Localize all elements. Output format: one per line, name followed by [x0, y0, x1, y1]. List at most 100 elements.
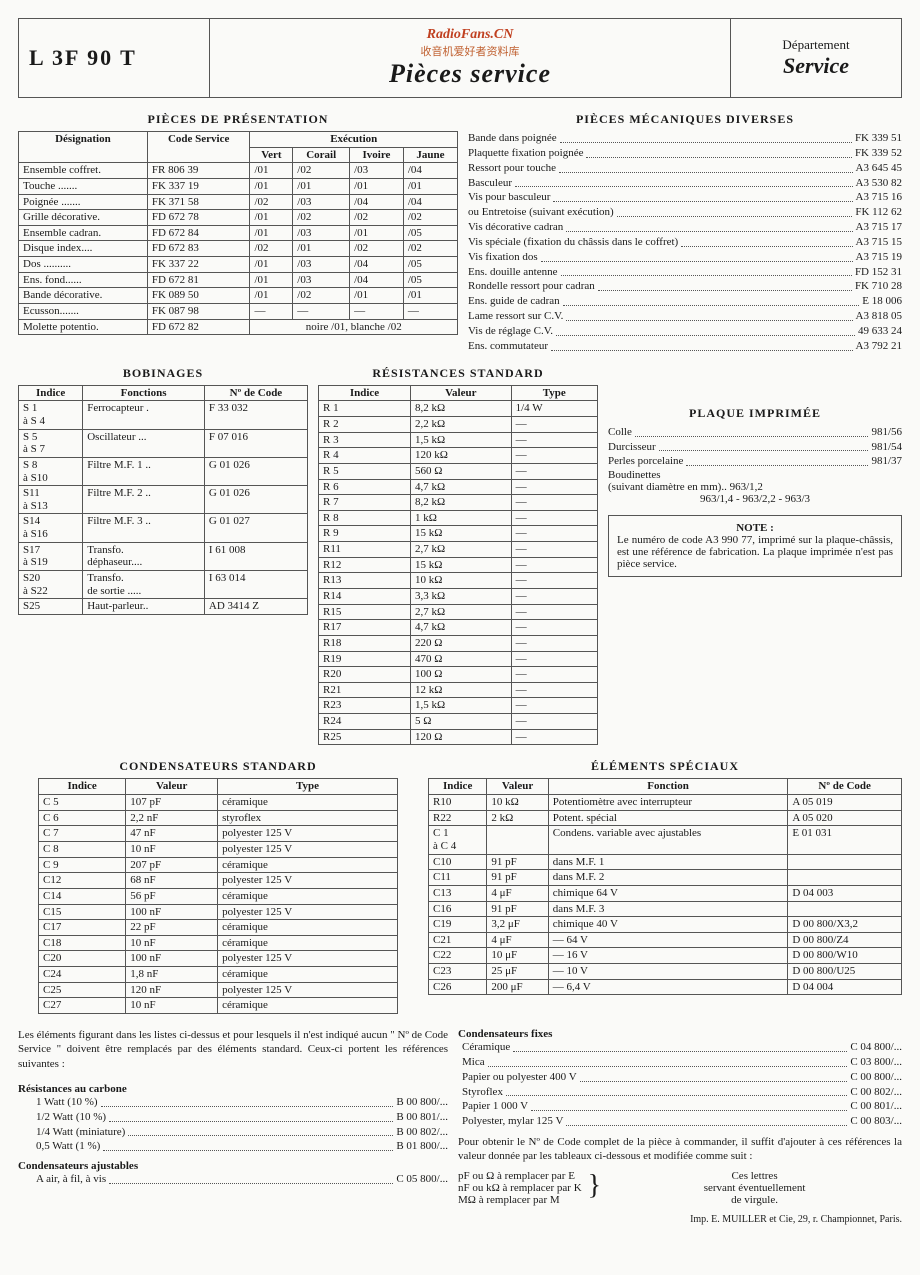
- table-row: C1810 nFcéramique: [39, 935, 398, 951]
- dotted-row: 1 Watt (10 %)B 00 800/...: [36, 1095, 448, 1110]
- table-row: R 78,2 kΩ—: [319, 495, 598, 511]
- label: Vis décorative cadran: [468, 220, 563, 235]
- cell: C17: [39, 920, 126, 936]
- cell: R22: [429, 810, 487, 826]
- cell: —: [511, 620, 597, 636]
- cell: /01: [250, 178, 293, 194]
- dotted-row: Perles porcelaine981/37: [608, 454, 902, 469]
- label: Vis spéciale (fixation du châssis dans l…: [468, 235, 678, 250]
- cell: AD 3414 Z: [204, 599, 307, 615]
- label: Polyester, mylar 125 V: [462, 1114, 563, 1129]
- label: Ressort pour touche: [468, 161, 556, 176]
- col-header: Jaune: [403, 147, 457, 163]
- cell: —: [511, 588, 597, 604]
- cell: 56 pF: [126, 888, 218, 904]
- cell: C10: [429, 854, 487, 870]
- code: B 01 800/...: [396, 1139, 448, 1154]
- cell: —: [250, 304, 293, 320]
- cell: —: [511, 432, 597, 448]
- cell: —: [511, 604, 597, 620]
- cell: 15 kΩ: [411, 526, 512, 542]
- cell: noire /01, blanche /02: [250, 319, 458, 335]
- cell: —: [511, 557, 597, 573]
- cell: 91 pF: [487, 854, 548, 870]
- label: Vis fixation dos: [468, 250, 538, 265]
- mecaniques-list: Bande dans poignéeFK 339 51Plaquette fix…: [468, 131, 902, 354]
- table-row: R2112 kΩ—: [319, 682, 598, 698]
- label: Vis de réglage C.V.: [468, 324, 553, 339]
- col-header: Désignation: [19, 132, 148, 163]
- cell: /01: [350, 288, 404, 304]
- cell: A 05 019: [788, 795, 902, 811]
- code: 49 633 24: [858, 324, 902, 339]
- cell: R19: [319, 651, 411, 667]
- header: L 3F 90 T RadioFans.CN 收音机爱好者资料库 Pièces …: [18, 18, 902, 98]
- cell: 25 μF: [487, 964, 548, 980]
- cfix-title: Condensateurs fixes: [458, 1028, 902, 1040]
- dotted-row: A air, à fil, à visC 05 800/...: [36, 1172, 448, 1187]
- cell: FK 337 22: [147, 257, 250, 273]
- cell: polyester 125 V: [218, 841, 398, 857]
- main-title: Pièces service: [220, 59, 720, 89]
- dotted-row: Polyester, mylar 125 VC 00 803/...: [462, 1114, 902, 1129]
- col-header: Ivoire: [350, 147, 404, 163]
- cell: —: [511, 682, 597, 698]
- table-row: R 22,2 kΩ—: [319, 416, 598, 432]
- code: FD 152 31: [855, 265, 902, 280]
- cell: —: [350, 304, 404, 320]
- cell: R25: [319, 729, 411, 745]
- code: B 00 800/...: [396, 1095, 448, 1110]
- cell: 120 kΩ: [411, 448, 512, 464]
- cell: Condens. variable avec ajustables: [548, 826, 788, 854]
- cell: /04: [403, 163, 457, 179]
- cell: F 07 016: [204, 429, 307, 457]
- speciaux-table: IndiceValeurFonctionNº de CodeR1010 kΩPo…: [428, 778, 902, 995]
- cell: polyester 125 V: [218, 826, 398, 842]
- cell: —: [511, 526, 597, 542]
- cell: dans M.F. 2: [548, 870, 788, 886]
- table-row: C1722 pFcéramique: [39, 920, 398, 936]
- cell: 5 Ω: [411, 714, 512, 730]
- dotted-row: Colle981/56: [608, 425, 902, 440]
- cell: céramique: [218, 888, 398, 904]
- label: Papier ou polyester 400 V: [462, 1070, 577, 1085]
- table-row: R 31,5 kΩ—: [319, 432, 598, 448]
- code: A3 645 45: [856, 161, 902, 176]
- label: Ens. commutateur: [468, 339, 548, 354]
- cell: styroflex: [218, 810, 398, 826]
- cell: /02: [350, 241, 404, 257]
- label: Plaquette fixation poignée: [468, 146, 583, 161]
- cell: /01: [250, 257, 293, 273]
- table-row: R18220 Ω—: [319, 635, 598, 651]
- code: A3 715 16: [856, 190, 902, 205]
- col-header: Valeur: [126, 779, 218, 795]
- table-row: C 9207 pFcéramique: [39, 857, 398, 873]
- brace-icon: }: [588, 1170, 601, 1206]
- cell: FR 806 39: [147, 163, 250, 179]
- table-row: Touche .......FK 337 19/01/01/01/01: [19, 178, 458, 194]
- cell: /01: [250, 288, 293, 304]
- resistances-title: RÉSISTANCES STANDARD: [318, 366, 598, 381]
- code: 981/56: [871, 425, 902, 440]
- table-row: R231,5 kΩ—: [319, 698, 598, 714]
- caj-list: A air, à fil, à visC 05 800/...: [18, 1172, 448, 1187]
- table-row: Poignée .......FK 371 58/02/03/04/04: [19, 194, 458, 210]
- dotted-row: Ens. commutateurA3 792 21: [468, 339, 902, 354]
- label: Bande dans poignée: [468, 131, 557, 146]
- cell: I 63 014: [204, 570, 307, 598]
- label: Styroflex: [462, 1085, 503, 1100]
- cell: R 2: [319, 416, 411, 432]
- label: Ens. douille antenne: [468, 265, 558, 280]
- tail1: Pour obtenir le Nº de Code complet de la…: [458, 1135, 902, 1164]
- cell: —: [511, 651, 597, 667]
- cell: C 9: [39, 857, 126, 873]
- cell: Haut-parleur..: [83, 599, 205, 615]
- table-row: R 81 kΩ—: [319, 510, 598, 526]
- cell: R 9: [319, 526, 411, 542]
- cell: 100 nF: [126, 904, 218, 920]
- cell: 91 pF: [487, 901, 548, 917]
- cell: 4,7 kΩ: [411, 620, 512, 636]
- cell: D 00 800/Z4: [788, 932, 902, 948]
- cell: céramique: [218, 967, 398, 983]
- dotted-row: Ens. douille antenne FD 152 31: [468, 265, 902, 280]
